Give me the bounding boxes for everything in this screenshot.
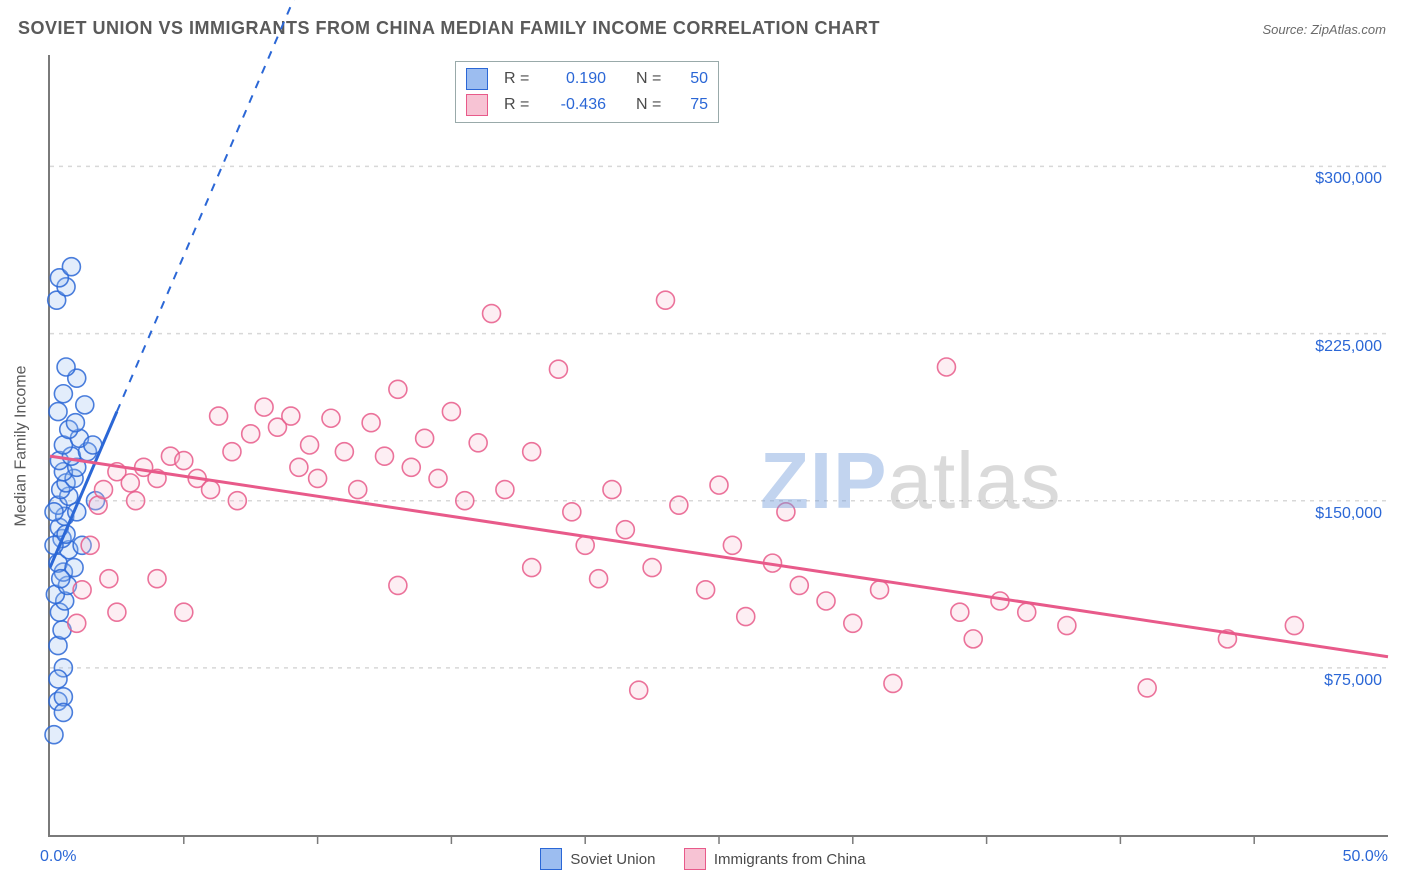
legend-item-soviet: Soviet Union [540,848,655,870]
corr-row-china: R =-0.436N =75 [466,92,708,118]
legend-swatch-soviet [540,848,562,870]
legend-label-soviet: Soviet Union [570,851,655,868]
chart-source: Source: ZipAtlas.com [1262,22,1386,37]
chart-container: SOVIET UNION VS IMMIGRANTS FROM CHINA ME… [0,0,1406,892]
legend-swatch-china [684,848,706,870]
source-prefix: Source: [1262,22,1310,37]
y-axis-label: Median Family Income [12,366,30,527]
legend-item-china: Immigrants from China [684,848,866,870]
corr-swatch-china [466,94,488,116]
plot-area: ZIPatlas $75,000$150,000$225,000$300,000 [48,55,1388,837]
y-tick-label: $300,000 [1315,170,1382,188]
y-tick-label: $75,000 [1324,672,1382,690]
y-tick-label: $225,000 [1315,338,1382,356]
source-name: ZipAtlas.com [1311,22,1386,37]
corr-row-soviet: R =0.190N =50 [466,66,708,92]
y-tick-label: $150,000 [1315,505,1382,523]
correlation-legend: R =0.190N =50R =-0.436N =75 [455,61,719,123]
corr-swatch-soviet [466,68,488,90]
legend-label-china: Immigrants from China [714,851,866,868]
y-axis-label-wrap: Median Family Income [6,55,36,837]
plot-svg [50,55,1388,835]
chart-title: SOVIET UNION VS IMMIGRANTS FROM CHINA ME… [18,18,880,39]
series-legend: Soviet Union Immigrants from China [0,848,1406,875]
